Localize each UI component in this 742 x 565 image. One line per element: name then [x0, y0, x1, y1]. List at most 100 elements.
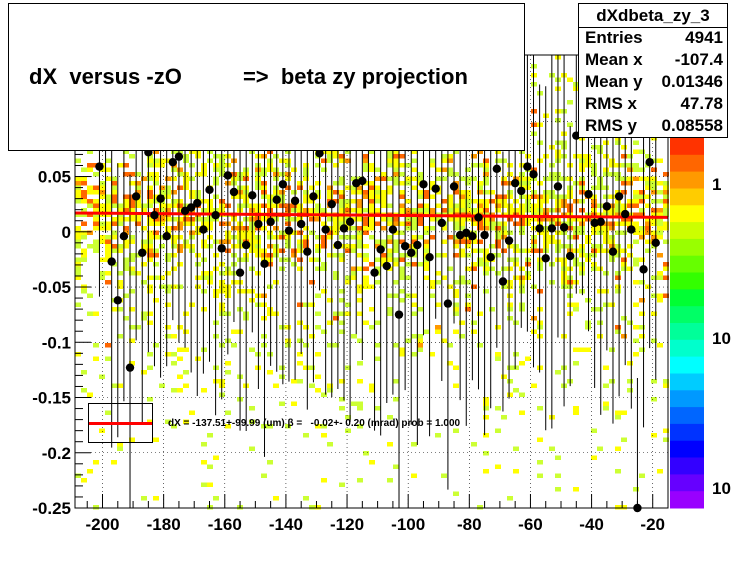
histogram-cell: [519, 203, 525, 208]
histogram-cell: [387, 158, 393, 163]
histogram-cell: [99, 235, 105, 240]
histogram-cell: [429, 217, 435, 222]
histogram-cell: [327, 154, 333, 159]
histogram-cell: [615, 190, 621, 195]
histogram-cell: [525, 262, 531, 267]
histogram-cell: [435, 271, 441, 276]
histogram-cell: [177, 185, 183, 190]
histogram-cell: [75, 473, 81, 478]
histogram-cell: [129, 199, 135, 204]
histogram-cell: [489, 307, 495, 312]
histogram-cell: [345, 365, 351, 370]
histogram-cell: [525, 248, 531, 253]
histogram-cell: [189, 176, 195, 181]
histogram-cell: [339, 199, 345, 204]
histogram-cell: [585, 212, 591, 217]
histogram-cell: [303, 176, 309, 181]
histogram-cell: [267, 203, 273, 208]
histogram-cell: [129, 338, 135, 343]
histogram-cell: [483, 469, 489, 474]
histogram-cell: [147, 397, 153, 402]
histogram-cell: [159, 235, 165, 240]
histogram-cell: [177, 325, 183, 330]
histogram-cell: [663, 221, 669, 226]
histogram-cell: [615, 253, 621, 258]
histogram-cell: [351, 176, 357, 181]
histogram-cell: [207, 149, 213, 154]
histogram-cell: [345, 208, 351, 213]
histogram-cell: [555, 455, 561, 460]
histogram-cell: [627, 361, 633, 366]
histogram-cell: [171, 199, 177, 204]
histogram-cell: [399, 181, 405, 186]
histogram-cell: [453, 208, 459, 213]
histogram-cell: [165, 176, 171, 181]
histogram-cell: [357, 401, 363, 406]
histogram-cell: [477, 163, 483, 168]
profile-point: [596, 217, 605, 227]
histogram-cell: [603, 185, 609, 190]
histogram-cell: [129, 257, 135, 262]
histogram-cell: [525, 185, 531, 190]
histogram-cell: [387, 154, 393, 159]
histogram-cell: [339, 257, 345, 262]
histogram-cell: [615, 275, 621, 280]
histogram-cell: [273, 217, 279, 222]
histogram-cell: [123, 172, 129, 177]
histogram-cell: [177, 172, 183, 177]
histogram-cell: [663, 181, 669, 186]
histogram-cell: [381, 244, 387, 249]
histogram-cell: [519, 392, 525, 397]
histogram-cell: [609, 221, 615, 226]
histogram-cell: [615, 163, 621, 168]
histogram-cell: [399, 289, 405, 294]
histogram-cell: [141, 316, 147, 321]
histogram-cell: [627, 253, 633, 258]
histogram-cell: [459, 239, 465, 244]
histogram-cell: [351, 266, 357, 271]
histogram-cell: [357, 185, 363, 190]
histogram-cell: [303, 239, 309, 244]
histogram-cell: [597, 145, 603, 150]
histogram-cell: [345, 302, 351, 307]
histogram-cell: [621, 176, 627, 181]
histogram-cell: [189, 163, 195, 168]
histogram-cell: [417, 217, 423, 222]
histogram-cell: [597, 226, 603, 231]
palette-band: [670, 222, 704, 240]
histogram-cell: [153, 221, 159, 226]
histogram-cell: [321, 244, 327, 249]
histogram-cell: [147, 217, 153, 222]
histogram-cell: [465, 302, 471, 307]
histogram-cell: [81, 190, 87, 195]
histogram-cell: [585, 257, 591, 262]
histogram-cell: [591, 253, 597, 258]
histogram-cell: [459, 208, 465, 213]
stats-label: Mean y: [585, 72, 643, 91]
histogram-cell: [117, 307, 123, 312]
histogram-cell: [165, 185, 171, 190]
profile-point: [431, 184, 440, 193]
histogram-cell: [309, 230, 315, 235]
histogram-cell: [363, 244, 369, 249]
histogram-cell: [123, 266, 129, 271]
histogram-cell: [111, 194, 117, 199]
histogram-cell: [351, 199, 357, 204]
histogram-cell: [507, 307, 513, 312]
histogram-cell: [657, 343, 663, 348]
histogram-cell: [477, 199, 483, 204]
histogram-cell: [483, 190, 489, 195]
histogram-cell: [591, 185, 597, 190]
histogram-cell: [99, 257, 105, 262]
histogram-cell: [645, 217, 651, 222]
histogram-cell: [333, 221, 339, 226]
histogram-cell: [159, 163, 165, 168]
histogram-cell: [195, 194, 201, 199]
histogram-cell: [339, 329, 345, 334]
histogram-cell: [657, 158, 663, 163]
histogram-cell: [567, 77, 573, 82]
histogram-cell: [195, 230, 201, 235]
histogram-cell: [657, 199, 663, 204]
histogram-cell: [573, 347, 579, 352]
